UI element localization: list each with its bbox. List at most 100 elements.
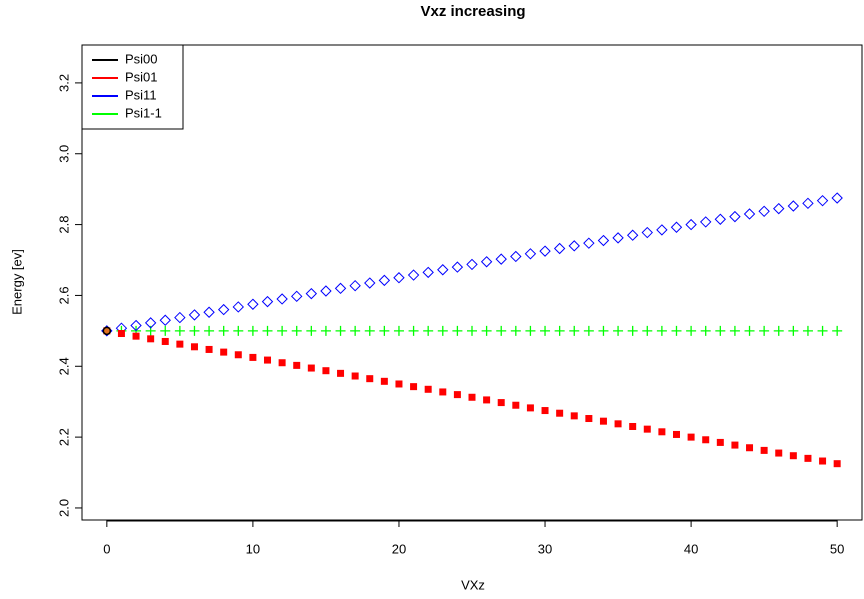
x-tick-label: 30 — [538, 541, 552, 556]
point — [278, 359, 286, 367]
point — [599, 417, 607, 425]
point — [714, 213, 727, 225]
x-axis-label: VXz — [461, 577, 485, 592]
point — [468, 393, 476, 401]
point — [130, 319, 142, 332]
point — [612, 232, 624, 244]
point — [205, 345, 213, 353]
point — [702, 436, 710, 444]
point — [277, 325, 288, 336]
y-axis-label: Energy [ev] — [9, 249, 24, 315]
point — [775, 449, 783, 457]
point — [540, 325, 551, 336]
point — [408, 325, 419, 336]
point — [804, 454, 812, 462]
point — [452, 325, 463, 336]
point — [554, 325, 565, 336]
point — [262, 325, 273, 336]
point — [379, 325, 390, 336]
point — [512, 401, 520, 409]
point — [322, 367, 330, 375]
x-tick-label: 0 — [103, 541, 110, 556]
point — [629, 422, 637, 430]
point — [234, 351, 242, 359]
point — [746, 444, 754, 452]
point — [802, 325, 813, 336]
point — [526, 404, 534, 412]
point — [334, 282, 347, 295]
point — [102, 326, 112, 336]
y-tick-label: 2.8 — [56, 216, 71, 234]
point — [306, 325, 317, 336]
point — [556, 409, 564, 417]
point — [453, 391, 461, 399]
legend-label: Psi00 — [125, 51, 158, 66]
point — [395, 380, 403, 388]
point — [351, 372, 359, 380]
point — [700, 216, 712, 228]
point — [569, 325, 580, 336]
point — [132, 332, 140, 340]
point — [147, 335, 155, 343]
point — [524, 248, 537, 260]
chart-title: Vxz increasing — [420, 3, 525, 20]
point — [597, 234, 610, 247]
point — [335, 325, 346, 336]
point — [218, 325, 229, 336]
x-tick-label: 40 — [684, 541, 698, 556]
point — [264, 356, 272, 364]
point — [731, 441, 739, 449]
point — [672, 430, 680, 438]
point — [715, 325, 726, 336]
point — [700, 325, 711, 336]
point — [671, 325, 682, 336]
point — [320, 325, 331, 336]
x-tick-label: 10 — [246, 541, 260, 556]
point — [525, 325, 536, 336]
point — [160, 325, 171, 336]
point — [643, 425, 651, 433]
point — [393, 325, 404, 336]
point — [483, 396, 491, 404]
point — [422, 266, 434, 279]
point — [743, 208, 756, 220]
point — [247, 298, 259, 310]
point — [174, 311, 186, 324]
y-tick-label: 3.0 — [56, 145, 71, 163]
point — [161, 337, 169, 345]
point — [424, 385, 432, 393]
point — [247, 325, 258, 336]
x-tick-label: 20 — [392, 541, 406, 556]
point — [626, 229, 639, 241]
point — [320, 285, 332, 297]
point — [598, 325, 609, 336]
point — [787, 200, 800, 212]
point — [480, 256, 493, 268]
plot-frame — [81, 44, 863, 521]
point — [773, 202, 785, 215]
point — [832, 325, 843, 336]
point — [364, 325, 375, 336]
point — [350, 325, 361, 336]
point — [833, 460, 841, 468]
point — [293, 361, 301, 369]
point — [466, 258, 478, 271]
point — [687, 433, 695, 441]
point — [467, 325, 477, 336]
point — [407, 269, 420, 281]
point — [307, 364, 315, 372]
point — [451, 261, 464, 273]
point — [788, 325, 799, 336]
point — [188, 309, 201, 321]
point — [217, 303, 230, 316]
point — [481, 325, 492, 336]
point — [744, 325, 755, 336]
point — [613, 325, 624, 336]
point — [232, 301, 244, 313]
point — [716, 438, 724, 446]
point — [570, 412, 578, 420]
point — [658, 428, 666, 436]
y-tick-label: 3.2 — [56, 74, 71, 92]
point — [337, 369, 345, 377]
